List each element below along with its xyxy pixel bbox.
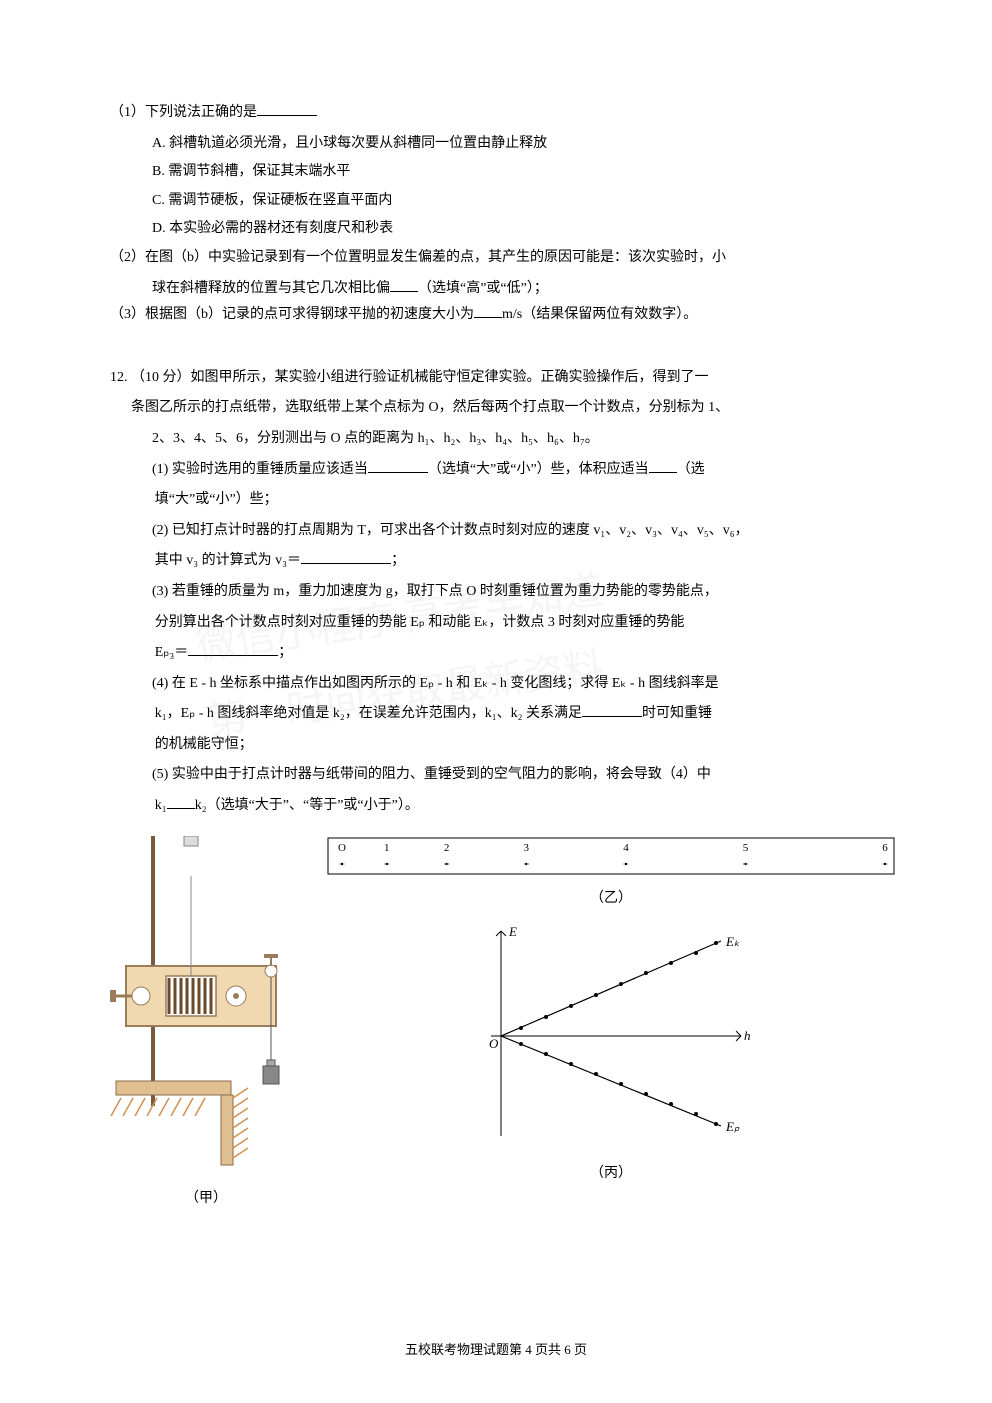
text: （1） <box>110 105 145 120</box>
svg-text:6: 6 <box>882 842 888 854</box>
text: 下列说法正确的是 <box>145 105 257 120</box>
text: Eₚ₃＝ <box>155 645 188 660</box>
text: m/s（结果保留两位有效数字）。 <box>502 307 697 322</box>
text: 若重锤的质量为 m，重力加速度为 g，取打下点 O 时刻重锤位置为重力势能的零势… <box>172 584 718 599</box>
option-a: A. 斜槽轨道必须光滑，且小球每次要从斜槽同一位置由静止释放 <box>110 131 882 158</box>
blank <box>188 641 278 656</box>
svg-text:O: O <box>338 842 346 854</box>
text: ； <box>391 553 405 568</box>
blank <box>257 101 317 116</box>
figures-right: O 1 2 3 4 5 6 （乙） Eh O Eₖ Eₚ （丙） <box>326 836 896 1188</box>
apparatus-svg <box>96 836 316 1176</box>
svg-text:Eₚ: Eₚ <box>725 1119 740 1134</box>
figure-label: （乙） <box>326 886 896 913</box>
text: (2) <box>152 523 172 538</box>
option-c: C. 需调节硬板，保证硬板在竖直平面内 <box>110 188 882 215</box>
figure-jia: （甲） <box>96 836 316 1213</box>
text: (1) <box>152 462 172 477</box>
text: 在图（b）中实验记录到有一个位置明显发生偏差的点，其产生的原因可能是：该次实验时… <box>145 250 726 265</box>
svg-text:Eₖ: Eₖ <box>725 934 740 949</box>
blank <box>390 276 418 291</box>
q12-num: 12. <box>110 370 131 385</box>
text: （选填“大”或“小”）些，体积应适当 <box>428 462 649 477</box>
option-b: B. 需调节斜槽，保证其末端水平 <box>110 159 882 186</box>
svg-text:3: 3 <box>524 842 530 854</box>
q12-p2: (2) 已知打点计时器的打点周期为 T，可求出各个计数点时刻对应的速度 v₁、v… <box>110 518 882 545</box>
text: （3） <box>110 307 145 322</box>
q-part-1: （1）下列说法正确的是 <box>110 100 882 127</box>
text: k₂（选填“大于”、“等于”或“小于”）。 <box>195 798 419 813</box>
blank <box>368 457 428 472</box>
q-part-3: （3）根据图（b）记录的点可求得钢球平抛的初速度大小为 m/s（结果保留两位有效数… <box>110 302 882 329</box>
text: 实验时选用的重锤质量应该适当 <box>172 462 368 477</box>
svg-text:4: 4 <box>623 842 629 854</box>
svg-text:1: 1 <box>384 842 390 854</box>
text: 已知打点计时器的打点周期为 T，可求出各个计数点时刻对应的速度 v₁、v₂、v₃… <box>172 523 749 538</box>
figure-label: （丙） <box>326 1161 896 1188</box>
text: 条图乙所示的打点纸带，选取纸带上某个点标为 O，然后每两个打点取一个计数点，分别… <box>131 400 729 415</box>
svg-text:O: O <box>489 1036 499 1051</box>
option-d: D. 本实验必需的器材还有刻度尺和秒表 <box>110 216 882 243</box>
text: （选填“高”或“低”）； <box>418 281 548 296</box>
text: 时可知重锤 <box>642 706 712 721</box>
text: (3) <box>152 584 172 599</box>
blank <box>649 457 677 472</box>
text: 其中 v₃ 的计算式为 v₃＝ <box>155 553 301 568</box>
page-footer: 五校联考物理试题第 4 页共 6 页 <box>0 1338 992 1363</box>
text: 的机械能守恒； <box>155 737 253 752</box>
text: 分别算出各个计数点时刻对应重锤的势能 Eₚ 和动能 Eₖ，计数点 3 时刻对应重… <box>155 615 685 630</box>
figures: （甲） O123456 （乙） EhOEₖEₚ （丙） <box>110 836 882 1213</box>
text: k₁，Eₚ - h 图线斜率绝对值是 k₂，在误差允许范围内，k₁、k₂ 关系满… <box>155 706 582 721</box>
graph-svg: Eh O Eₖ Eₚ <box>461 921 761 1151</box>
tape-svg: O 1 2 3 4 5 6 <box>326 836 896 876</box>
text: 根据图（b）记录的点可求得钢球平抛的初速度大小为 <box>145 307 474 322</box>
text: （2） <box>110 250 145 265</box>
text: 2、3、4、5、6，分别测出与 O 点的距离为 h₁、h₂、h₃、h₄、h₅、h… <box>152 431 599 446</box>
text: ； <box>278 645 292 660</box>
text: 球在斜槽释放的位置与其它几次相比偏 <box>152 281 390 296</box>
svg-text:2: 2 <box>444 842 450 854</box>
text: (5) <box>152 767 172 782</box>
q12-p1: (1) 实验时选用的重锤质量应该适当 （选填“大”或“小”）些，体积应适当 （选 <box>110 457 882 484</box>
blank <box>474 303 502 318</box>
svg-text:h: h <box>744 1028 751 1043</box>
q-part-2: （2）在图（b）中实验记录到有一个位置明显发生偏差的点，其产生的原因可能是：该次… <box>110 245 882 272</box>
q12-p3: (3) 若重锤的质量为 m，重力加速度为 g，取打下点 O 时刻重锤位置为重力势… <box>110 579 882 606</box>
text: (4) <box>152 676 172 691</box>
text: 实验中由于打点计时器与纸带间的阻力、重锤受到的空气阻力的影响，将会导致（4）中 <box>172 767 711 782</box>
q-part-2-line2: 球在斜槽释放的位置与其它几次相比偏 （选填“高”或“低”）； <box>110 276 882 303</box>
text: 在 E - h 坐标系中描点作出如图丙所示的 Eₚ - h 和 Eₖ - h 变… <box>172 676 719 691</box>
blank <box>582 702 642 717</box>
text: （选 <box>677 462 705 477</box>
svg-text:5: 5 <box>743 842 749 854</box>
figure-label: （甲） <box>96 1186 316 1213</box>
blank <box>301 549 391 564</box>
q12-p5: (5) 实验中由于打点计时器与纸带间的阻力、重锤受到的空气阻力的影响，将会导致（… <box>110 762 882 789</box>
text: 填“大”或“小”）些； <box>155 492 278 507</box>
text: （10 分）如图甲所示，某实验小组进行验证机械能守恒定律实验。正确实验操作后，得… <box>131 370 709 385</box>
blank <box>167 794 195 809</box>
q12-p4: (4) 在 E - h 坐标系中描点作出如图丙所示的 Eₚ - h 和 Eₖ -… <box>110 671 882 698</box>
q12: 12. （10 分）如图甲所示，某实验小组进行验证机械能守恒定律实验。正确实验操… <box>110 365 882 820</box>
svg-text:E: E <box>508 924 517 939</box>
text: k₁ <box>155 798 167 813</box>
